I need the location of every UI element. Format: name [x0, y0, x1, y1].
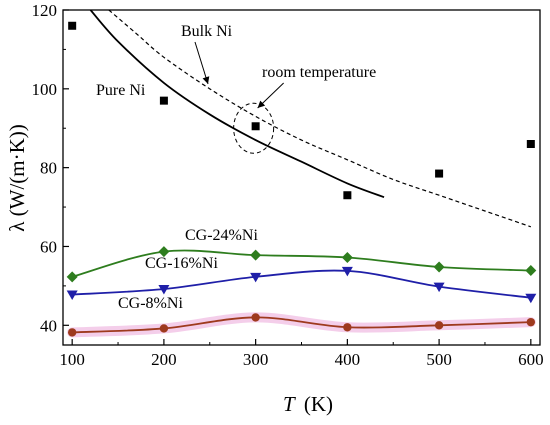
cg-8-ni-point-200 — [159, 324, 169, 333]
cg-8-ni-point-400 — [343, 323, 352, 332]
pure-ni-label: Pure Ni — [96, 82, 146, 99]
room-temperature-arrow-head — [257, 100, 266, 108]
x-axis-unit: (K) — [304, 392, 333, 416]
y-tick-label-60: 60 — [40, 237, 57, 256]
x-axis-symbol: T — [283, 392, 296, 416]
plot-clip-group — [67, 10, 536, 338]
reference-point-500 — [435, 169, 444, 178]
reference-point-300 — [251, 122, 260, 131]
y-tick-label-120: 120 — [32, 1, 58, 20]
x-tick-label-200: 200 — [151, 350, 177, 369]
bulk-ni-arrow-head — [202, 76, 210, 84]
room-temperature-label: room temperature — [262, 64, 376, 81]
pure-ni-line — [89, 10, 385, 199]
y-tick-label-80: 80 — [40, 159, 57, 178]
series-label-cg-8: CG-8%Ni — [118, 295, 183, 312]
cg-16-ni-point-500 — [433, 282, 445, 293]
series-label-cg-24: CG-24%Ni — [185, 227, 258, 244]
cg-8-ni-point-500 — [434, 321, 444, 330]
x-tick-label-400: 400 — [335, 350, 361, 369]
cg-24-ni-point-200 — [158, 246, 170, 258]
plot-area — [66, 10, 537, 338]
reference-point-200 — [159, 96, 168, 105]
axis-ticks: 100 200 300 400 500 600 40 60 80 100 120 — [32, 1, 544, 369]
x-axis-label: T (K) — [283, 392, 333, 416]
cg-8-ni-point-300 — [251, 313, 260, 322]
x-tick-label-100: 100 — [59, 350, 85, 369]
cg-16-ni-point-600 — [525, 293, 537, 304]
y-tick-label-100: 100 — [32, 80, 58, 99]
cg-24-ni-point-100 — [66, 271, 78, 283]
x-tick-label-600: 600 — [518, 350, 544, 369]
cg-8-ni-line — [72, 316, 531, 334]
bulk-ni-arrow — [194, 41, 210, 85]
cg-24-ni-point-400 — [341, 252, 353, 264]
cg-8-ni-point-100 — [67, 328, 77, 337]
bulk-ni-label: Bulk Ni — [181, 23, 233, 40]
cg-24-ni-point-600 — [525, 265, 537, 277]
bulk-ni-arrow-shaft — [194, 41, 209, 85]
cg-16-ni-point-300 — [250, 272, 262, 283]
x-tick-label-300: 300 — [243, 350, 269, 369]
series-label-cg-16: CG-16%Ni — [145, 255, 218, 272]
cg-24-ni-point-500 — [433, 261, 445, 273]
cg-16-ni-line — [72, 269, 531, 299]
room-temperature-circle — [233, 102, 275, 154]
cg-16-ni-point-400 — [341, 266, 353, 277]
cg-24-ni-line — [71, 249, 531, 278]
reference-point-600 — [526, 140, 535, 148]
cg-16-ni-point-200 — [158, 285, 170, 295]
reference-point-400 — [343, 191, 352, 200]
cg-24-ni-point-300 — [250, 249, 262, 261]
cg-16-ni-point-100 — [66, 290, 78, 301]
room-temperature-arrow — [257, 82, 284, 109]
y-axis-label: λ (W/(m·K)) — [5, 124, 29, 232]
reference-point-100 — [68, 21, 77, 30]
bulk-ni-line — [108, 10, 532, 228]
y-tick-label-40: 40 — [40, 316, 57, 335]
x-tick-label-500: 500 — [426, 350, 452, 369]
cg-8-ni-point-600 — [526, 317, 536, 327]
